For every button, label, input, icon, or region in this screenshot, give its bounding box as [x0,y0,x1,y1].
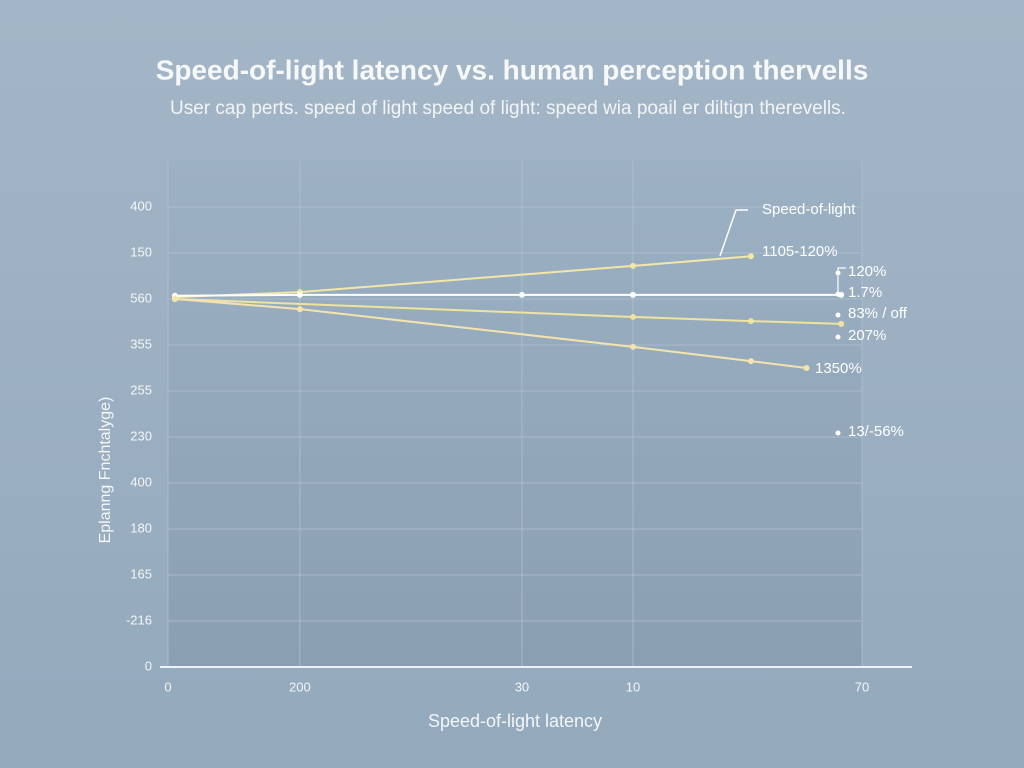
data-point [803,365,810,371]
annotation: 83% / off [848,305,908,322]
y-axis-label: Eplanng Fnchtalyge) [97,397,114,544]
annotation: 1350% [815,360,862,377]
annotation-dot [835,430,841,436]
y-tick-label: 150 [130,244,152,259]
data-point [296,291,303,298]
leader-line [719,209,748,257]
annotation: 1.7% [848,284,882,301]
annotation: 13/-56% [848,423,904,440]
bracket [837,267,846,297]
chart-subtitle: User cap perts. speed of light speed of … [170,98,846,119]
data-point [629,313,636,320]
data-point [747,318,754,325]
y-tick-label: 560 [130,290,152,305]
y-tick-label: 230 [130,428,152,443]
data-point [747,253,754,260]
chart-title: Speed-of-light latency vs. human percept… [156,54,869,85]
series-line [174,298,842,325]
data-point [629,343,636,350]
y-tick-label: 180 [130,520,152,535]
data-point [629,262,636,269]
series-line [174,293,842,297]
y-tick-label: 355 [130,336,152,351]
annotation-dot [835,312,841,318]
y-tick-label: 0 [145,658,152,673]
data-point [838,320,845,327]
y-tick-label: 400 [130,198,152,213]
annotation: 120% [848,263,886,280]
annotation: 1105-120% [762,243,838,260]
y-tick-label: 165 [130,566,152,581]
annotation: 207% [848,327,886,344]
legend-label: Speed-of-light [762,201,856,218]
data-point [747,358,754,365]
data-point [296,306,303,313]
x-tick-label: 0 [164,679,171,694]
data-point [518,291,525,298]
data-point [171,296,178,302]
y-tick-label: 255 [130,382,152,397]
x-tick-label: 30 [515,679,529,694]
x-axis-label: Speed-of-light latency [428,711,602,731]
x-tick-label: 10 [626,679,640,694]
y-tick-label: -216 [126,612,152,627]
data-point [629,291,636,298]
plot-area [168,161,862,667]
x-tick-label: 200 [289,679,311,694]
annotation-dot [835,334,841,340]
x-tick-label: 70 [855,679,869,694]
y-tick-label: 400 [130,474,152,489]
